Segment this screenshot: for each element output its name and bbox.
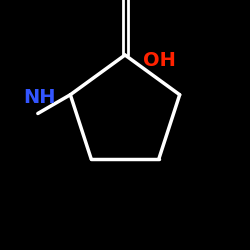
Text: NH: NH [23, 88, 55, 107]
Text: OH: OH [142, 50, 176, 70]
